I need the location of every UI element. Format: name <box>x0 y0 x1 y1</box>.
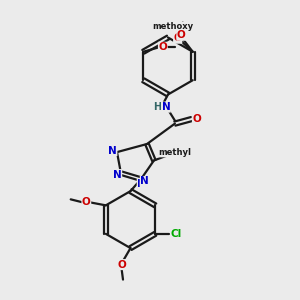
Text: N: N <box>161 102 170 112</box>
Text: N: N <box>137 178 146 189</box>
Text: O: O <box>117 260 126 270</box>
Text: N: N <box>108 146 117 156</box>
Text: N: N <box>113 169 122 180</box>
Text: O: O <box>177 30 186 40</box>
Text: H: H <box>153 102 161 112</box>
Text: methyl: methyl <box>158 148 191 157</box>
Text: N: N <box>140 176 149 187</box>
Text: O: O <box>82 197 91 207</box>
Text: O: O <box>192 113 201 124</box>
Text: Cl: Cl <box>171 229 182 239</box>
Text: O: O <box>174 33 182 43</box>
Text: methoxy: methoxy <box>153 22 194 31</box>
Text: O: O <box>158 42 167 52</box>
